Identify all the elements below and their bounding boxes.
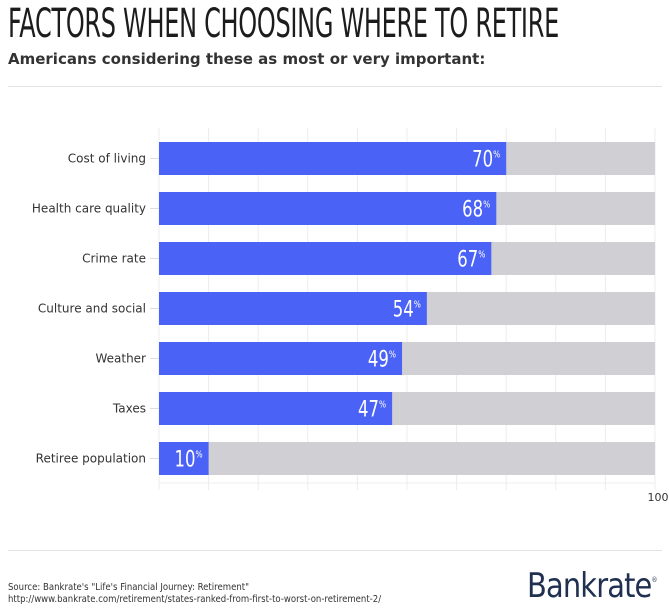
- category-label: Health care quality: [32, 202, 146, 216]
- chart-subtitle: Americans considering these as most or v…: [8, 50, 486, 68]
- chart-title: FACTORS WHEN CHOOSING WHERE TO RETIRE: [8, 1, 559, 47]
- data-label: 67%: [457, 246, 485, 272]
- bar: [159, 442, 209, 475]
- data-label-suffix: %: [478, 250, 485, 261]
- data-label-suffix: %: [414, 300, 421, 311]
- source-url[interactable]: http://www.bankrate.com/retirement/state…: [8, 594, 382, 605]
- data-label: 47%: [358, 396, 386, 422]
- data-label-suffix: %: [195, 450, 202, 461]
- bar: [159, 142, 507, 175]
- data-label-value: 47: [358, 396, 379, 422]
- data-label-suffix: %: [389, 350, 396, 361]
- bar: [159, 392, 393, 425]
- data-label-suffix: %: [483, 200, 490, 211]
- data-label: 68%: [462, 196, 490, 222]
- category-label: Weather: [95, 352, 146, 366]
- bar-chart: 100 Cost of living 70% Health care quality 6…: [32, 128, 669, 504]
- data-label-value: 54: [393, 296, 414, 322]
- data-label: 54%: [393, 296, 421, 322]
- data-label: 49%: [368, 346, 396, 372]
- data-label: 10%: [174, 446, 202, 472]
- category-label: Culture and social: [38, 302, 146, 316]
- category-label: Taxes: [112, 402, 146, 416]
- data-label-value: 67: [457, 246, 478, 272]
- bar: [159, 292, 427, 325]
- category-label: Cost of living: [68, 152, 146, 166]
- data-label-value: 49: [368, 346, 389, 372]
- data-label: 70%: [472, 146, 500, 172]
- data-label-suffix: %: [493, 150, 500, 161]
- bar: [159, 342, 403, 375]
- data-label-value: 10: [174, 446, 195, 472]
- bar-background: [159, 442, 655, 475]
- bar: [159, 242, 492, 275]
- data-label-value: 70: [472, 146, 493, 172]
- bar: [159, 192, 497, 225]
- source-text: Source: Bankrate's "Life's Financial Jou…: [8, 582, 250, 593]
- data-label-value: 68: [462, 196, 483, 222]
- source-note: Source: Bankrate's "Life's Financial Jou…: [8, 582, 381, 606]
- data-label-suffix: %: [379, 400, 386, 411]
- header-divider: [8, 86, 662, 87]
- x-tick-label: 100: [648, 491, 669, 504]
- footer-divider: [8, 550, 662, 551]
- bankrate-logo: Bankrate®: [527, 566, 657, 606]
- category-label: Crime rate: [82, 252, 146, 266]
- category-label: Retiree population: [36, 452, 146, 466]
